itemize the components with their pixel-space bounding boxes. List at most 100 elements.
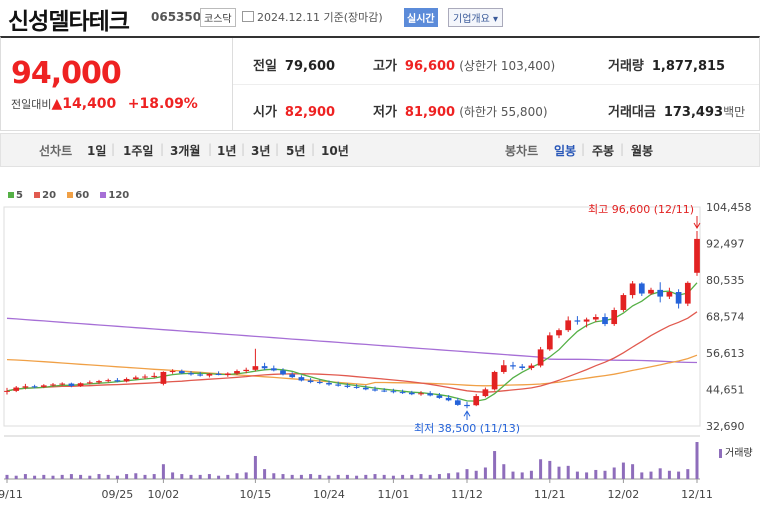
tab-10y[interactable]: 10년 bbox=[321, 144, 349, 158]
candle-body bbox=[445, 397, 452, 401]
low-annotation: 최저 38,500 (11/13) bbox=[414, 422, 520, 435]
candle-body bbox=[160, 371, 167, 384]
company-info-label: 기업개요 bbox=[453, 14, 490, 25]
candle-body bbox=[353, 386, 360, 388]
tab-1y[interactable]: 1년 bbox=[217, 144, 237, 158]
candle-body bbox=[132, 377, 139, 379]
legend-ma60: 60 bbox=[67, 190, 89, 201]
quote-panel: 94,000 전일대비▲14,400 +18.09% 전일 79,600 고가 96… bbox=[0, 36, 760, 131]
x-tick-label: 12/02 bbox=[608, 488, 640, 501]
candle-body bbox=[500, 365, 507, 372]
x-tick-label: 10/24 bbox=[313, 488, 345, 501]
chevron-down-icon: ▾ bbox=[493, 14, 499, 25]
volume-bar bbox=[437, 474, 441, 479]
candle-body bbox=[675, 292, 682, 304]
volume-bar bbox=[5, 474, 9, 479]
stat-open: 시가 82,900 bbox=[253, 105, 336, 120]
tab-monthly[interactable]: 월봉 bbox=[631, 144, 654, 158]
candle-body bbox=[197, 374, 204, 376]
tab-5y[interactable]: 5년 bbox=[286, 144, 306, 158]
candle-body bbox=[399, 392, 406, 394]
high-arrow-head bbox=[693, 222, 701, 229]
volume-bar bbox=[235, 473, 239, 479]
candle-body bbox=[629, 283, 636, 296]
volume-bar bbox=[502, 464, 506, 479]
candle-body bbox=[592, 317, 599, 320]
candle-body bbox=[298, 377, 305, 381]
volume-bar bbox=[677, 471, 681, 479]
volume-bar bbox=[585, 472, 589, 479]
volume-bar bbox=[60, 474, 64, 479]
base-date: 2024.12.11 기준(장마감) bbox=[257, 11, 383, 24]
volume-legend: 거래량 bbox=[719, 444, 753, 459]
x-tick-label: 11/12 bbox=[451, 488, 483, 501]
volume-bar bbox=[345, 474, 349, 479]
volume-bar bbox=[152, 474, 156, 479]
candle-body bbox=[243, 369, 250, 372]
candle-body bbox=[436, 395, 443, 398]
volume-bar bbox=[557, 466, 561, 479]
candle-body bbox=[454, 400, 461, 405]
stock-header: 신성델타테크 065350 코스닥 2024.12.11 기준(장마감) 실시간… bbox=[0, 0, 760, 36]
tab-1w[interactable]: 1주일 bbox=[123, 144, 154, 158]
volume-bar bbox=[428, 474, 432, 479]
candle-body bbox=[40, 385, 47, 387]
x-tick-label: 09/25 bbox=[102, 488, 134, 501]
volume-bar bbox=[465, 469, 469, 479]
candle-body bbox=[13, 387, 20, 391]
volume-bar bbox=[447, 473, 451, 479]
volume-bar bbox=[621, 462, 625, 479]
x-tick-label: 11/01 bbox=[378, 488, 410, 501]
volume-bar bbox=[529, 470, 533, 479]
current-price: 94,000 bbox=[11, 56, 122, 91]
volume-bar bbox=[79, 474, 83, 479]
stat-high: 고가 96,600 (상한가 103,400) bbox=[373, 59, 556, 74]
candle-body bbox=[390, 391, 397, 393]
candle-body bbox=[648, 289, 654, 294]
realtime-button[interactable]: 실시간 bbox=[404, 8, 438, 27]
candle-body bbox=[510, 365, 516, 367]
plot-area bbox=[3, 206, 701, 427]
candle-body bbox=[528, 365, 535, 368]
volume-bar bbox=[667, 470, 671, 479]
ma20-line bbox=[6, 311, 698, 393]
candle-body bbox=[611, 310, 618, 325]
y-tick-label: 92,497 bbox=[706, 237, 745, 250]
ma5-line bbox=[6, 282, 698, 402]
candle-body bbox=[546, 335, 553, 350]
candle-body bbox=[215, 373, 222, 376]
x-tick-label: 12/11 bbox=[681, 488, 713, 501]
volume-bar bbox=[161, 464, 165, 479]
candle-body bbox=[583, 319, 590, 322]
ma-legend: 5 20 60 120 bbox=[8, 190, 137, 201]
volume-bar bbox=[474, 470, 478, 479]
y-tick-label: 104,458 bbox=[706, 201, 752, 214]
volume-bar bbox=[51, 475, 55, 479]
candle-body bbox=[602, 317, 608, 325]
volume-bar bbox=[658, 468, 662, 479]
candle-body bbox=[574, 320, 581, 322]
tab-weekly[interactable]: 주봉 bbox=[592, 144, 615, 158]
candle-body bbox=[408, 392, 415, 395]
candle-body bbox=[464, 404, 470, 407]
candle-body bbox=[188, 373, 194, 375]
tab-daily[interactable]: 일봉 bbox=[554, 144, 577, 158]
company-info-dropdown[interactable]: 기업개요 ▾ bbox=[448, 8, 504, 27]
volume-bar bbox=[493, 451, 497, 479]
candle-body bbox=[59, 383, 66, 385]
y-tick-label: 32,690 bbox=[706, 420, 745, 433]
legend-ma5: 5 bbox=[8, 190, 23, 201]
candle-chart-label: 봉차트 bbox=[505, 144, 539, 158]
volume-bar bbox=[69, 474, 73, 479]
tab-3m[interactable]: 3개월 bbox=[170, 144, 201, 158]
candle-body bbox=[261, 366, 268, 369]
candle-body bbox=[96, 381, 102, 383]
volume-bar bbox=[272, 473, 276, 479]
tab-3y[interactable]: 3년 bbox=[251, 144, 271, 158]
candle-body bbox=[694, 238, 700, 273]
tab-1d[interactable]: 1일 bbox=[87, 144, 107, 158]
candle-body bbox=[565, 320, 572, 331]
volume-bar bbox=[299, 474, 303, 479]
y-tick-label: 68,574 bbox=[706, 311, 745, 324]
